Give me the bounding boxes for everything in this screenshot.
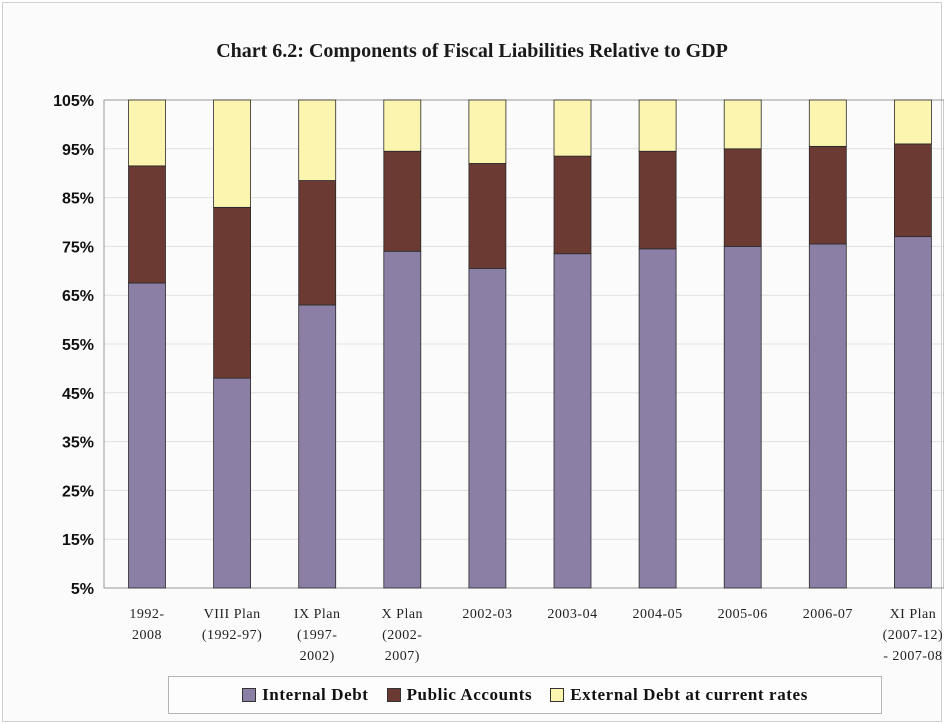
bar-segment-external-debt-at-current-rates	[213, 99, 252, 208]
y-tick-label: 95%	[62, 142, 94, 159]
legend-swatch-external-debt	[550, 688, 565, 702]
bar-segment-external-debt-at-current-rates	[723, 99, 762, 150]
legend-label-internal-debt: Internal Debt	[262, 685, 369, 704]
bar-segment-public-accounts	[128, 165, 166, 284]
y-tick-label: 65%	[62, 288, 94, 305]
plot-border	[103, 99, 944, 589]
bar-segment-internal-debt	[213, 377, 252, 589]
bar-segment-external-debt-at-current-rates	[298, 99, 337, 181]
x-tick-label: XI Plan (2007-12) - 2007-08	[883, 607, 944, 664]
legend-item-public-accounts: Public Accounts	[386, 685, 533, 705]
bar-segment-internal-debt	[553, 253, 592, 589]
legend-label-public-accounts: Public Accounts	[406, 685, 533, 704]
y-tick-label: 45%	[62, 386, 94, 403]
y-tick-label: 5%	[71, 581, 94, 598]
x-tick-label: 2004-05	[633, 607, 683, 622]
x-tick-label: 2005-06	[718, 607, 768, 622]
bar-segment-public-accounts	[383, 150, 422, 252]
bar-segment-internal-debt	[894, 236, 932, 589]
bar-segment-public-accounts	[213, 206, 252, 379]
legend: Internal Debt Public Accounts External D…	[168, 676, 882, 714]
x-tick-label: VIII Plan (1992-97)	[202, 607, 263, 643]
x-tick-label: IX Plan (1997-2002)	[294, 607, 341, 664]
bar-segment-internal-debt	[723, 245, 762, 589]
y-tick-label: 15%	[62, 532, 94, 549]
legend-item-external-debt: External Debt at current rates	[550, 685, 808, 705]
x-tick-label: X Plan (2002-2007)	[382, 607, 424, 664]
y-tick-label: 25%	[62, 483, 94, 500]
x-tick-label: 2003-04	[547, 607, 597, 622]
y-tick-label: 85%	[62, 191, 94, 208]
legend-swatch-internal-debt	[242, 688, 257, 702]
bar-segment-external-debt-at-current-rates	[808, 99, 847, 147]
x-axis: 1992-2008 VIII Plan (1992-97) IX Plan (1997-…	[129, 607, 944, 664]
x-tick-label: 1992-2008	[129, 607, 164, 643]
legend-label-external-debt: External Debt at current rates	[570, 685, 808, 704]
y-tick-label: 55%	[62, 337, 94, 354]
bar-segment-public-accounts	[808, 145, 847, 245]
bar-segment-external-debt-at-current-rates	[468, 99, 507, 164]
bar-segment-public-accounts	[298, 180, 337, 306]
legend-item-internal-debt: Internal Debt	[242, 685, 369, 705]
bar-segment-internal-debt	[468, 267, 507, 589]
x-tick-label: 2006-07	[803, 607, 853, 622]
bar-segment-internal-debt	[128, 282, 166, 589]
y-tick-label: 75%	[62, 239, 94, 256]
bar-segment-external-debt-at-current-rates	[894, 99, 932, 145]
chart-title: Chart 6.2: Components of Fiscal Liabilit…	[216, 40, 728, 62]
bar-segment-public-accounts	[468, 163, 507, 269]
y-tick-label: 105%	[53, 93, 94, 110]
bar-segment-external-debt-at-current-rates	[638, 99, 677, 152]
bar-segment-public-accounts	[894, 143, 932, 238]
bar-segment-public-accounts	[553, 155, 592, 255]
bar-segment-internal-debt	[638, 248, 677, 589]
bar-stack-group	[128, 99, 932, 589]
bar-segment-public-accounts	[638, 150, 677, 250]
bar-segment-internal-debt	[808, 243, 847, 589]
bar-segment-external-debt-at-current-rates	[553, 99, 592, 157]
bar-segment-public-accounts	[723, 148, 762, 247]
bar-segment-external-debt-at-current-rates	[128, 99, 166, 167]
y-axis: 105% 95% 85% 75% 65% 55% 45% 35% 25% 15% 5%	[53, 93, 94, 598]
bar-segment-internal-debt	[298, 304, 337, 589]
bar-segment-internal-debt	[383, 250, 422, 589]
y-tick-label: 35%	[62, 435, 94, 452]
bar-segment-external-debt-at-current-rates	[383, 99, 422, 152]
x-tick-label: 2002-03	[462, 607, 512, 622]
legend-swatch-public-accounts	[386, 688, 401, 702]
